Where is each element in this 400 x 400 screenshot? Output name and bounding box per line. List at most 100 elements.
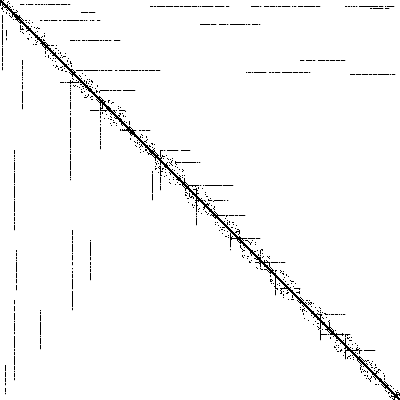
block-nonzero	[283, 271, 284, 272]
block-nonzero	[189, 196, 190, 197]
row-nonzero	[324, 60, 325, 61]
diagonal-cluster	[73, 70, 74, 71]
block-nonzero	[121, 124, 122, 125]
block-nonzero	[393, 396, 394, 397]
row-nonzero	[292, 6, 293, 7]
block-nonzero	[125, 116, 126, 117]
block-nonzero	[207, 204, 208, 205]
diagonal-cluster	[388, 385, 389, 386]
diagonal-cluster	[186, 187, 187, 188]
block-nonzero	[269, 256, 270, 257]
block-nonzero	[279, 285, 280, 286]
block-nonzero	[94, 92, 95, 93]
row-nonzero	[249, 24, 250, 25]
col-nonzero	[14, 330, 15, 331]
diagonal-cluster	[360, 357, 361, 358]
block-nonzero	[170, 174, 171, 175]
diagonal-cluster	[132, 129, 133, 130]
block-nonzero	[141, 144, 142, 145]
block-nonzero	[324, 313, 325, 314]
block-nonzero	[151, 154, 152, 155]
block-nonzero	[229, 222, 230, 223]
diagonal-cluster	[19, 22, 20, 23]
block-nonzero	[91, 89, 92, 90]
block-nonzero	[319, 328, 320, 329]
block-nonzero	[92, 82, 93, 83]
row-nonzero	[108, 90, 109, 91]
block-nonzero	[175, 184, 176, 185]
row-nonzero	[258, 262, 259, 263]
block-nonzero	[169, 165, 170, 166]
block-nonzero	[182, 171, 183, 172]
diagonal-cluster	[242, 239, 243, 240]
block-nonzero	[91, 80, 92, 81]
row-nonzero	[291, 72, 292, 73]
block-nonzero	[249, 242, 250, 243]
block-nonzero	[23, 33, 24, 34]
block-nonzero	[329, 323, 330, 324]
block-nonzero	[283, 291, 284, 292]
block-nonzero	[12, 6, 13, 7]
col-nonzero	[16, 260, 17, 261]
col-nonzero	[14, 160, 15, 161]
block-nonzero	[252, 240, 253, 241]
block-nonzero	[283, 279, 284, 280]
row-nonzero	[78, 82, 79, 83]
block-nonzero	[182, 177, 183, 178]
block-nonzero	[338, 347, 339, 348]
block-nonzero	[329, 320, 330, 321]
block-nonzero	[175, 166, 176, 167]
block-nonzero	[152, 147, 153, 148]
block-nonzero	[26, 28, 27, 29]
block-nonzero	[186, 188, 187, 189]
col-nonzero	[5, 384, 6, 385]
row-nonzero	[356, 6, 357, 7]
row-nonzero	[177, 150, 178, 151]
row-nonzero	[367, 74, 368, 75]
block-nonzero	[211, 205, 212, 206]
block-nonzero	[302, 305, 303, 306]
block-nonzero	[398, 394, 399, 395]
block-nonzero	[348, 356, 349, 357]
block-nonzero	[244, 250, 245, 251]
block-nonzero	[158, 167, 159, 168]
block-nonzero	[108, 106, 109, 107]
block-nonzero	[110, 123, 111, 124]
block-nonzero	[140, 136, 141, 137]
col-nonzero	[16, 282, 17, 283]
block-nonzero	[283, 274, 284, 275]
row-nonzero	[289, 6, 290, 7]
block-nonzero	[198, 211, 199, 212]
block-nonzero	[291, 283, 292, 284]
block-nonzero	[156, 163, 157, 164]
block-nonzero	[336, 340, 337, 341]
row-nonzero	[328, 334, 329, 335]
diagonal-cluster	[0, 0, 1, 1]
block-nonzero	[42, 44, 43, 45]
row-nonzero	[69, 4, 70, 5]
diagonal-cluster	[243, 240, 244, 241]
diagonal-cluster	[187, 186, 188, 187]
block-nonzero	[347, 357, 348, 358]
row-nonzero	[82, 70, 83, 71]
block-nonzero	[231, 227, 232, 228]
block-nonzero	[96, 90, 97, 91]
block-nonzero	[170, 173, 171, 174]
block-nonzero	[225, 218, 226, 219]
diagonal-cluster	[361, 358, 362, 359]
col-nonzero	[72, 259, 73, 260]
row-nonzero	[84, 20, 85, 21]
row-nonzero	[124, 110, 125, 111]
block-nonzero	[8, 1, 9, 2]
block-nonzero	[340, 351, 341, 352]
block-nonzero	[245, 240, 246, 241]
block-nonzero	[343, 340, 344, 341]
row-nonzero	[273, 72, 274, 73]
block-nonzero	[44, 33, 45, 34]
col-nonzero	[72, 239, 73, 240]
col-nonzero	[70, 127, 71, 128]
block-nonzero	[360, 367, 361, 368]
col-nonzero	[6, 39, 7, 40]
block-nonzero	[304, 310, 305, 311]
